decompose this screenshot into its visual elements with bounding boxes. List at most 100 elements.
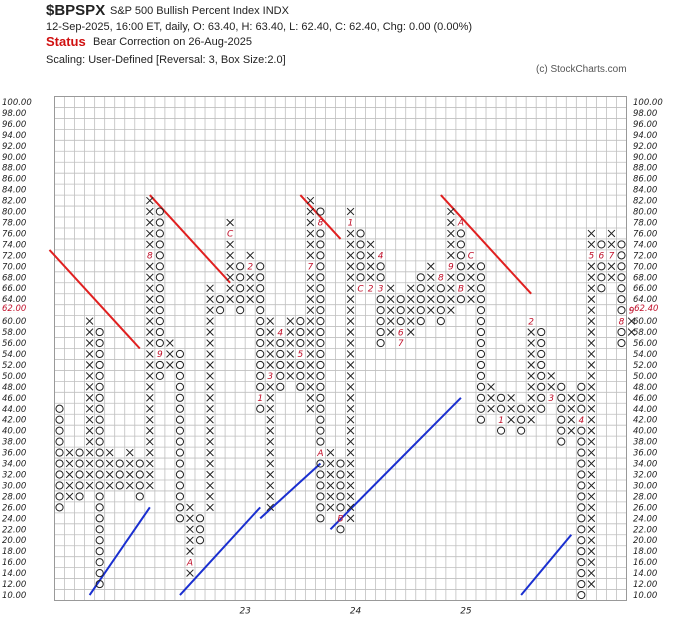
o-mark	[356, 240, 365, 249]
x-mark-stroke	[206, 415, 214, 424]
x-mark-stroke	[266, 503, 275, 512]
o-mark	[95, 415, 104, 424]
o-mark	[577, 525, 586, 534]
x-mark-stroke	[306, 404, 315, 413]
o-mark	[476, 295, 486, 304]
o-mark	[316, 273, 325, 282]
o-mark	[175, 459, 185, 468]
x-mark	[326, 492, 335, 501]
o-mark	[336, 503, 345, 512]
x-mark-stroke	[386, 317, 395, 325]
month-marker: 8	[147, 252, 153, 262]
month-marker: 6	[398, 328, 404, 338]
o-mark	[175, 349, 185, 359]
x-mark-stroke	[206, 295, 214, 303]
x-mark	[166, 350, 174, 358]
y-tick-label-right: 84.00	[633, 186, 657, 196]
o-mark	[316, 338, 325, 348]
x-mark-stroke	[166, 339, 174, 347]
x-mark	[447, 218, 455, 227]
o-mark	[577, 470, 586, 479]
x-mark	[146, 317, 154, 325]
x-mark-stroke	[146, 317, 154, 325]
x-mark-stroke	[326, 470, 335, 479]
x-mark-stroke	[427, 262, 435, 271]
x-mark-stroke	[587, 448, 596, 457]
y-tick-label-right: 94.00	[633, 131, 657, 141]
x-mark-stroke	[146, 196, 154, 205]
x-mark	[427, 273, 435, 282]
x-mark	[306, 295, 315, 303]
o-mark	[436, 284, 445, 293]
o-mark	[316, 229, 325, 238]
o-mark	[356, 251, 365, 260]
o-mark	[236, 306, 245, 315]
o-mark	[296, 317, 305, 326]
last-price-bg-left	[1, 302, 37, 313]
o-mark	[75, 470, 84, 479]
x-mark	[206, 339, 214, 347]
y-tick-label-left: 70.00	[2, 262, 26, 272]
x-mark	[447, 251, 455, 260]
x-mark	[146, 295, 154, 303]
o-mark	[276, 349, 285, 359]
x-mark-stroke	[85, 372, 94, 380]
x-mark-stroke	[286, 339, 295, 347]
x-mark-stroke	[146, 240, 154, 249]
o-mark	[577, 481, 586, 490]
o-mark	[175, 415, 185, 424]
y-tick-label-right: 68.00	[633, 273, 657, 283]
o-mark	[95, 382, 104, 391]
o-mark	[55, 404, 64, 413]
x-mark	[266, 383, 275, 391]
o-mark	[155, 207, 164, 216]
x-mark	[266, 361, 275, 369]
month-marker: 4	[378, 252, 384, 262]
x-mark	[547, 372, 556, 380]
x-mark-stroke	[607, 262, 616, 271]
x-mark-stroke	[226, 240, 234, 249]
o-mark	[95, 569, 104, 578]
x-mark-stroke	[226, 218, 234, 227]
o-mark	[135, 470, 144, 479]
o-mark	[236, 262, 245, 271]
o-mark	[476, 262, 486, 271]
x-mark	[447, 306, 455, 314]
y-tick-label-left: 50.00	[2, 372, 26, 382]
x-mark	[85, 437, 94, 446]
x-mark	[587, 459, 596, 468]
x-mark	[146, 196, 154, 205]
x-mark-stroke	[65, 459, 74, 468]
x-mark-stroke	[286, 317, 295, 325]
o-mark	[316, 470, 325, 479]
o-mark	[316, 360, 325, 370]
y-tick-label-left: 82.00	[2, 197, 26, 207]
o-mark	[376, 262, 385, 271]
x-mark	[587, 580, 596, 588]
o-mark	[577, 393, 586, 402]
y-tick-label-left: 72.00	[2, 251, 26, 261]
x-mark-stroke	[266, 328, 275, 336]
o-mark	[55, 503, 64, 512]
x-mark-stroke	[266, 350, 275, 358]
o-mark	[537, 382, 546, 391]
x-mark	[587, 536, 596, 545]
x-mark	[487, 383, 495, 391]
x-mark	[85, 404, 94, 413]
y-tick-label-left: 56.00	[2, 339, 26, 349]
x-mark-stroke	[206, 306, 214, 314]
month-marker: A	[316, 449, 323, 459]
x-mark	[507, 394, 515, 402]
o-mark	[95, 448, 104, 457]
o-mark	[577, 547, 586, 556]
o-mark	[276, 382, 285, 391]
o-mark	[577, 579, 586, 589]
y-tick-label-left: 60.00	[2, 317, 26, 327]
resistance-trendline	[299, 194, 342, 240]
month-marker: B	[337, 515, 343, 525]
o-mark	[316, 349, 325, 359]
o-mark	[456, 273, 466, 282]
x-mark	[286, 317, 295, 325]
o-mark	[316, 240, 325, 249]
month-marker: 2	[247, 263, 253, 273]
